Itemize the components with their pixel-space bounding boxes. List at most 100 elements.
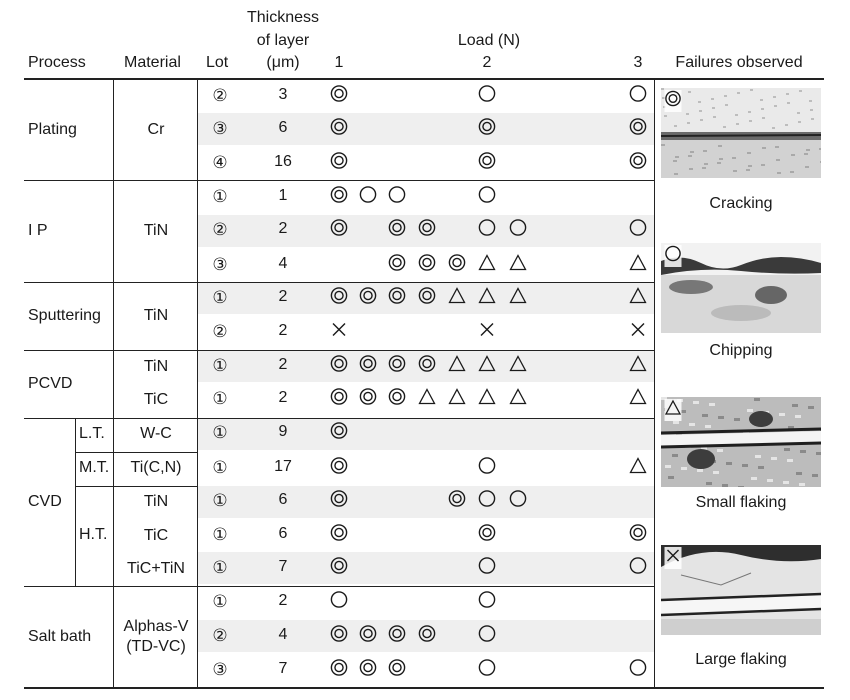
micrograph-large-flaking <box>661 545 821 635</box>
thickness-cell: 4 <box>278 626 288 643</box>
failure-label: Small flaking <box>695 494 787 511</box>
material-pcvd-tin: TiN <box>143 358 169 375</box>
triangle-mark-icon <box>629 388 647 411</box>
circle-mark-icon <box>478 659 496 682</box>
bottom-rule <box>24 687 824 689</box>
header-process: Process <box>28 54 86 71</box>
triangle-mark-icon <box>478 388 496 411</box>
process-plating: Plating <box>28 121 77 138</box>
circle-legend-icon <box>664 245 682 267</box>
sub-rule-lt <box>76 452 198 454</box>
double-circle-mark-icon <box>330 85 348 108</box>
double-circle-mark-icon <box>359 625 377 648</box>
double-circle-mark-icon <box>388 287 406 310</box>
thickness-cell: 3 <box>278 86 288 103</box>
triangle-mark-icon <box>509 287 527 310</box>
failure-label: Large flaking <box>695 651 787 668</box>
circle-mark-icon <box>478 591 496 614</box>
double-circle-mark-icon <box>629 152 647 175</box>
thickness-cell: 2 <box>278 592 288 609</box>
lot-cell: ① <box>212 187 228 206</box>
double-circle-mark-icon <box>330 355 348 378</box>
sub-rule-mt <box>76 486 198 488</box>
double-circle-mark-icon <box>418 625 436 648</box>
thickness-cell: 4 <box>278 255 288 272</box>
col-rule-failures-left <box>654 79 656 687</box>
double-circle-mark-icon <box>330 118 348 141</box>
material-salt-bath-line2: (TD-VC) <box>126 638 186 655</box>
double-circle-mark-icon <box>330 219 348 242</box>
circle-mark-icon <box>478 557 496 580</box>
double-circle-mark-icon <box>330 557 348 580</box>
material-sputtering: TiN <box>143 307 169 324</box>
double-circle-mark-icon <box>330 490 348 513</box>
double-circle-mark-icon <box>330 659 348 682</box>
thickness-cell: 7 <box>278 660 288 677</box>
col-rule-lot-left <box>197 79 199 687</box>
double-circle-mark-icon <box>418 355 436 378</box>
thickness-cell: 6 <box>278 525 288 542</box>
process-salt-bath: Salt bath <box>28 628 92 645</box>
double-circle-mark-icon <box>418 219 436 242</box>
double-circle-legend-icon <box>664 90 682 112</box>
double-circle-mark-icon <box>330 152 348 175</box>
material-cvd-tic: TiC <box>143 527 169 544</box>
process-cvd: CVD <box>28 493 62 510</box>
double-circle-mark-icon <box>388 254 406 277</box>
group-rule-cvd <box>24 586 654 588</box>
material-cvd-tic-tin: TiC+TiN <box>127 560 185 577</box>
circle-mark-icon <box>478 219 496 242</box>
thickness-cell: 2 <box>278 356 288 373</box>
triangle-mark-icon <box>478 287 496 310</box>
group-rule-ip <box>24 282 654 284</box>
cross-legend-icon <box>664 547 682 569</box>
lot-cell: ① <box>212 458 228 477</box>
double-circle-mark-icon <box>330 457 348 480</box>
double-circle-mark-icon <box>330 287 348 310</box>
material-salt-bath-line1: Alphas-V <box>123 618 189 635</box>
circle-mark-icon <box>629 219 647 242</box>
row-band <box>198 552 654 584</box>
lot-cell: ③ <box>212 119 228 138</box>
circle-mark-icon <box>629 85 647 108</box>
double-circle-mark-icon <box>330 186 348 209</box>
double-circle-mark-icon <box>330 422 348 445</box>
double-circle-mark-icon <box>478 524 496 547</box>
material-ip: TiN <box>143 222 169 239</box>
triangle-mark-icon <box>418 388 436 411</box>
circle-mark-icon <box>509 490 527 513</box>
header-rule <box>24 78 824 80</box>
process-pcvd: PCVD <box>28 375 73 392</box>
group-rule-plating <box>24 180 654 182</box>
cross-mark-icon <box>478 321 496 344</box>
thickness-cell: 6 <box>278 491 288 508</box>
triangle-mark-icon <box>478 355 496 378</box>
triangle-mark-icon <box>448 287 466 310</box>
lot-cell: ③ <box>212 660 228 679</box>
triangle-mark-icon <box>448 388 466 411</box>
triangle-mark-icon <box>509 388 527 411</box>
circle-mark-icon <box>478 85 496 108</box>
header-lot: Lot <box>206 54 229 71</box>
thickness-cell: 7 <box>278 558 288 575</box>
group-rule-sputtering <box>24 350 654 352</box>
row-band <box>198 418 654 450</box>
header-load-3: 3 <box>633 54 643 71</box>
double-circle-mark-icon <box>359 388 377 411</box>
col-rule-material-left <box>113 79 115 687</box>
lot-cell: ① <box>212 592 228 611</box>
double-circle-mark-icon <box>418 254 436 277</box>
triangle-legend-icon <box>664 399 682 421</box>
double-circle-mark-icon <box>330 625 348 648</box>
double-circle-mark-icon <box>629 118 647 141</box>
thickness-cell: 2 <box>278 288 288 305</box>
double-circle-mark-icon <box>448 254 466 277</box>
double-circle-mark-icon <box>388 625 406 648</box>
material-pcvd-tic: TiC <box>143 391 169 408</box>
triangle-mark-icon <box>629 355 647 378</box>
double-circle-mark-icon <box>359 659 377 682</box>
lot-cell: ① <box>212 356 228 375</box>
thickness-cell: 2 <box>278 220 288 237</box>
thickness-cell: 1 <box>278 187 288 204</box>
